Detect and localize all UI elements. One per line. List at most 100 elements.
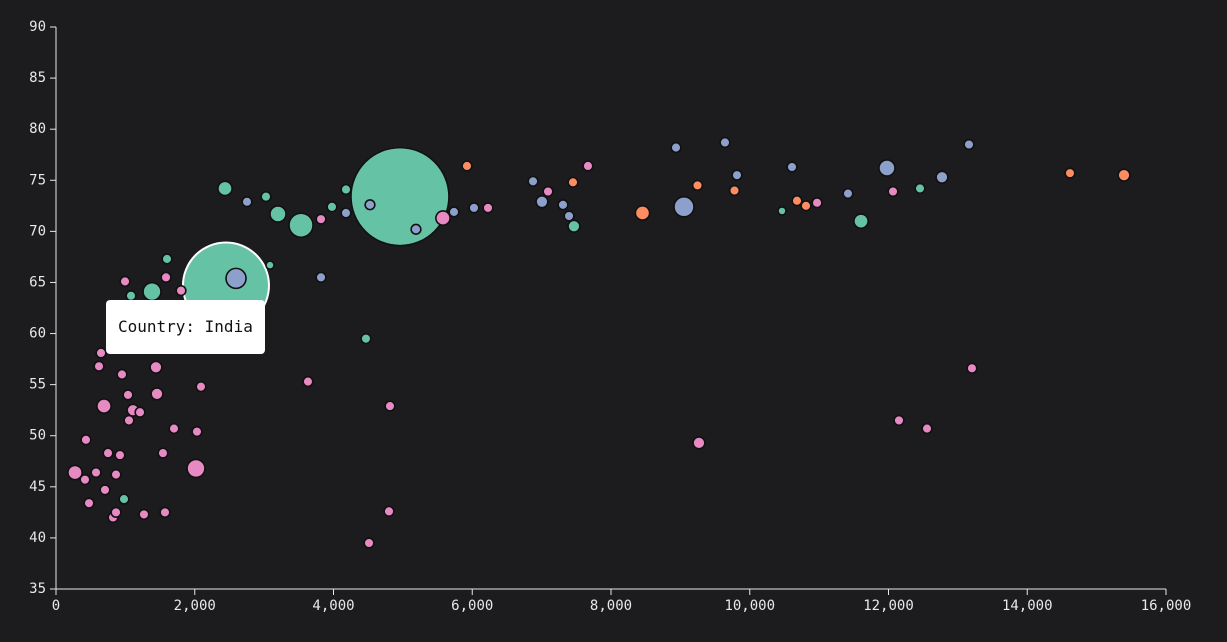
bubble bbox=[241, 196, 253, 208]
bubble bbox=[383, 505, 395, 517]
bubble bbox=[728, 184, 741, 197]
bubble bbox=[1117, 168, 1131, 182]
y-tick-label: 90 bbox=[29, 19, 46, 35]
bubble bbox=[186, 458, 206, 479]
y-tick-label: 75 bbox=[29, 172, 46, 188]
y-tick-label: 60 bbox=[29, 326, 46, 342]
bubble bbox=[96, 398, 112, 415]
bubble bbox=[800, 200, 812, 212]
bubble bbox=[731, 169, 743, 181]
bubble bbox=[150, 387, 164, 401]
bubble bbox=[93, 360, 105, 372]
bubble bbox=[149, 360, 163, 374]
bubble bbox=[853, 213, 869, 230]
bubble bbox=[118, 493, 130, 505]
bubble bbox=[563, 210, 575, 222]
tooltip: Country: India bbox=[105, 299, 265, 354]
bubble bbox=[878, 159, 896, 177]
bubble bbox=[175, 284, 187, 297]
bubble bbox=[468, 202, 480, 214]
bubble bbox=[567, 176, 579, 188]
bubble bbox=[142, 281, 162, 302]
bubble bbox=[966, 362, 978, 374]
bubble bbox=[582, 160, 594, 172]
bubble bbox=[265, 260, 275, 270]
bubble bbox=[102, 447, 114, 459]
y-tick-label: 55 bbox=[29, 377, 46, 393]
bubble bbox=[288, 212, 314, 239]
bubble bbox=[114, 449, 126, 461]
x-tick-label: 0 bbox=[52, 598, 60, 614]
bubble bbox=[159, 506, 171, 519]
bubble bbox=[410, 223, 422, 235]
bubble bbox=[842, 187, 854, 200]
bubble bbox=[119, 275, 131, 288]
bubble bbox=[670, 141, 682, 154]
bubble bbox=[269, 205, 287, 223]
y-tick-label: 40 bbox=[29, 530, 46, 546]
bubble bbox=[168, 422, 180, 435]
bubble bbox=[350, 146, 450, 247]
bubble bbox=[157, 447, 169, 459]
bubble bbox=[122, 389, 134, 401]
x-tick-label: 2,000 bbox=[174, 598, 216, 614]
bubble bbox=[557, 199, 569, 211]
bubble bbox=[134, 406, 146, 418]
y-tick-label: 70 bbox=[29, 223, 46, 239]
bubble bbox=[542, 185, 554, 198]
bubble bbox=[315, 271, 327, 283]
x-tick-label: 8,000 bbox=[590, 598, 632, 614]
bubble bbox=[435, 210, 451, 226]
bubble bbox=[90, 466, 102, 479]
y-tick-label: 35 bbox=[29, 581, 46, 597]
y-tick-label: 50 bbox=[29, 428, 46, 444]
bubble bbox=[448, 206, 460, 218]
bubble bbox=[692, 436, 706, 450]
bubble bbox=[160, 271, 172, 283]
bubble bbox=[315, 213, 327, 225]
bubble bbox=[217, 180, 233, 197]
bubble bbox=[384, 400, 396, 412]
bubble bbox=[95, 347, 107, 359]
bubble bbox=[67, 464, 83, 481]
bubble bbox=[161, 253, 173, 265]
bubble bbox=[364, 199, 376, 211]
bubble bbox=[786, 161, 798, 173]
bubble bbox=[482, 202, 494, 214]
y-tick-label: 85 bbox=[29, 70, 46, 86]
bubble bbox=[83, 497, 95, 509]
bubble bbox=[340, 207, 352, 219]
y-tick-label: 65 bbox=[29, 274, 46, 290]
bubble bbox=[935, 170, 949, 184]
bubble bbox=[138, 508, 150, 521]
bubble bbox=[80, 434, 92, 446]
bubble bbox=[567, 219, 581, 233]
bubble bbox=[777, 206, 787, 216]
bubble bbox=[195, 381, 207, 393]
bubble bbox=[360, 333, 372, 345]
bubble bbox=[914, 182, 926, 195]
bubble bbox=[99, 484, 111, 496]
x-tick-label: 12,000 bbox=[863, 598, 914, 614]
x-tick-label: 4,000 bbox=[312, 598, 354, 614]
x-tick-label: 16,000 bbox=[1141, 598, 1192, 614]
bubble bbox=[1064, 167, 1076, 179]
bubble bbox=[963, 138, 975, 151]
bubble bbox=[340, 183, 352, 196]
bubble bbox=[260, 190, 272, 203]
bubble bbox=[302, 375, 314, 388]
bubble bbox=[811, 197, 823, 209]
bubble bbox=[921, 422, 933, 435]
bubble bbox=[691, 179, 704, 192]
x-tick-label: 10,000 bbox=[724, 598, 775, 614]
bubble bbox=[79, 474, 91, 486]
bubble bbox=[110, 468, 122, 481]
y-tick-label: 80 bbox=[29, 121, 46, 137]
bubble bbox=[719, 136, 731, 149]
bubble bbox=[191, 426, 203, 438]
y-tick-label: 45 bbox=[29, 479, 46, 495]
bubble bbox=[527, 175, 539, 187]
bubble bbox=[110, 506, 122, 519]
bubble bbox=[535, 195, 549, 209]
